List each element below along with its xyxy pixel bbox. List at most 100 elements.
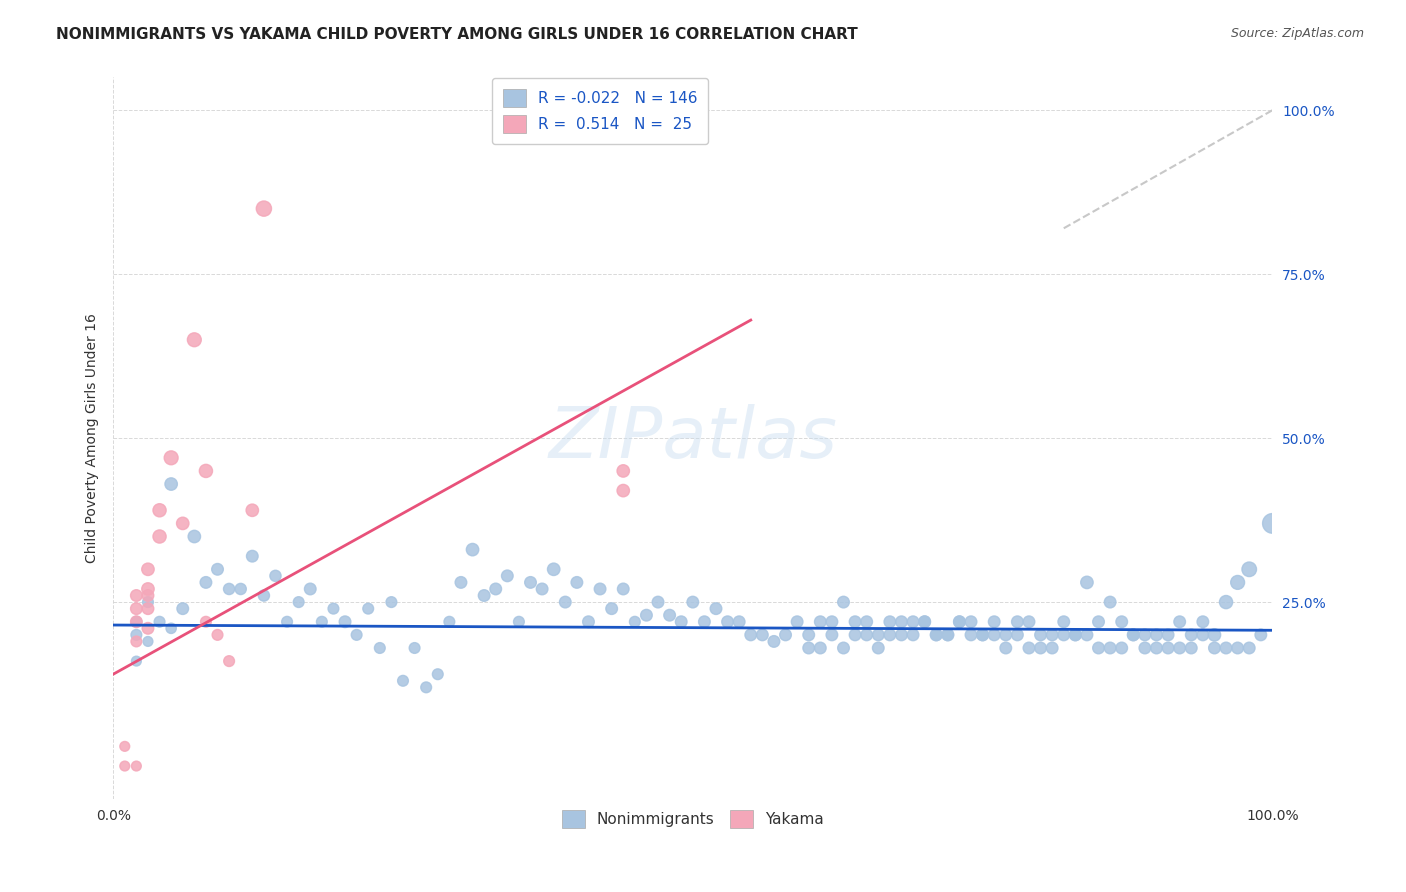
Point [1076, 575, 1098, 590]
Point [253, 589, 276, 603]
Point [1029, 640, 1052, 655]
Point [925, 628, 948, 642]
Point [612, 464, 634, 478]
Point [1146, 640, 1168, 655]
Point [565, 575, 588, 590]
Point [914, 615, 936, 629]
Text: NONIMMIGRANTS VS YAKAMA CHILD POVERTY AMONG GIRLS UNDER 16 CORRELATION CHART: NONIMMIGRANTS VS YAKAMA CHILD POVERTY AM… [56, 27, 858, 42]
Point [808, 640, 831, 655]
Point [1007, 615, 1029, 629]
Point [240, 549, 263, 564]
Point [1146, 628, 1168, 642]
Point [1261, 516, 1284, 531]
Point [832, 595, 855, 609]
Point [901, 615, 924, 629]
Point [357, 601, 380, 615]
Point [1180, 640, 1202, 655]
Point [901, 628, 924, 642]
Point [868, 628, 890, 642]
Text: ZIPatlas: ZIPatlas [548, 404, 838, 473]
Point [1018, 640, 1040, 655]
Point [704, 601, 727, 615]
Point [762, 634, 785, 648]
Point [868, 640, 890, 655]
Point [960, 628, 983, 642]
Point [578, 615, 600, 629]
Point [136, 562, 159, 576]
Point [1087, 640, 1109, 655]
Point [1226, 575, 1249, 590]
Point [240, 503, 263, 517]
Point [125, 634, 148, 648]
Point [136, 634, 159, 648]
Point [994, 628, 1017, 642]
Point [183, 333, 205, 347]
Point [531, 582, 554, 596]
Point [983, 615, 1005, 629]
Point [439, 615, 461, 629]
Point [194, 615, 217, 629]
Point [775, 628, 797, 642]
Point [554, 595, 576, 609]
Point [207, 628, 229, 642]
Point [148, 529, 170, 543]
Point [1007, 628, 1029, 642]
Point [1122, 628, 1144, 642]
Point [160, 477, 183, 491]
Point [114, 739, 136, 754]
Point [832, 640, 855, 655]
Point [218, 582, 240, 596]
Point [994, 640, 1017, 655]
Point [485, 582, 508, 596]
Point [786, 615, 808, 629]
Point [136, 595, 159, 609]
Point [612, 582, 634, 596]
Point [543, 562, 565, 576]
Point [1029, 628, 1052, 642]
Point [600, 601, 623, 615]
Point [1087, 615, 1109, 629]
Point [1122, 628, 1144, 642]
Point [461, 542, 484, 557]
Point [671, 615, 693, 629]
Point [948, 615, 970, 629]
Point [229, 582, 252, 596]
Point [125, 759, 148, 773]
Point [287, 595, 309, 609]
Point [519, 575, 541, 590]
Point [1215, 640, 1237, 655]
Point [415, 681, 437, 695]
Point [1111, 640, 1133, 655]
Point [160, 621, 183, 635]
Point [1204, 640, 1226, 655]
Point [844, 628, 866, 642]
Point [797, 628, 820, 642]
Point [299, 582, 322, 596]
Point [1053, 628, 1076, 642]
Point [392, 673, 415, 688]
Point [194, 575, 217, 590]
Point [636, 608, 658, 623]
Point [1099, 640, 1122, 655]
Point [1064, 628, 1087, 642]
Point [658, 608, 681, 623]
Point [1157, 628, 1180, 642]
Point [1226, 640, 1249, 655]
Point [148, 615, 170, 629]
Point [472, 589, 495, 603]
Point [925, 628, 948, 642]
Point [1053, 615, 1076, 629]
Point [172, 601, 194, 615]
Point [450, 575, 472, 590]
Point [346, 628, 368, 642]
Point [114, 759, 136, 773]
Point [148, 503, 170, 517]
Point [264, 569, 287, 583]
Point [624, 615, 647, 629]
Point [1111, 615, 1133, 629]
Point [1018, 615, 1040, 629]
Point [125, 615, 148, 629]
Point [589, 582, 612, 596]
Point [983, 628, 1005, 642]
Point [797, 640, 820, 655]
